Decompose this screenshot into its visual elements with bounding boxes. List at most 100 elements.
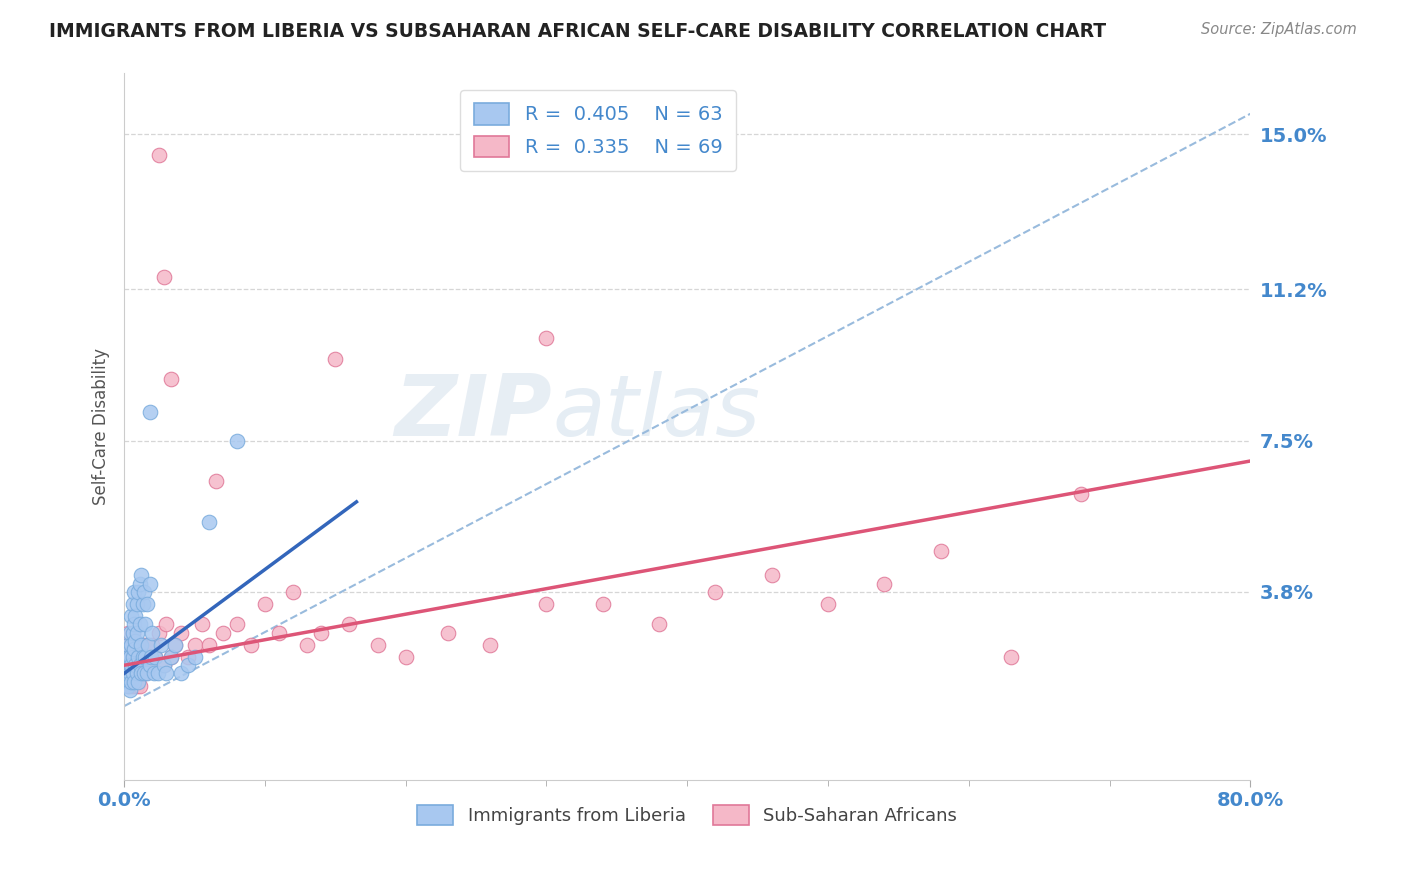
Point [395,650,418,665]
Point [139,650,162,665]
Point [120,658,142,673]
Point [295,638,318,652]
Point [128,679,150,693]
Point [117,625,139,640]
Point [155,666,177,681]
Point [761,568,783,582]
Point [129,638,152,652]
Point [128,658,150,673]
Point [122,641,145,656]
Point [190,617,212,632]
Point [135,666,157,681]
Point [129,568,152,582]
Point [117,638,139,652]
Point [122,617,145,632]
Point [118,666,141,681]
Point [146,666,169,681]
Point [159,650,181,665]
Point [138,405,160,419]
Point [134,666,156,681]
Point [131,650,153,665]
Point [120,638,142,652]
Point [155,617,177,632]
Point [873,576,896,591]
Point [115,674,138,689]
Point [152,658,174,673]
Point [225,617,247,632]
Point [176,658,198,673]
Point [136,638,159,652]
Point [122,679,145,693]
Point [536,597,558,611]
Point [138,576,160,591]
Point [121,597,143,611]
Point [121,650,143,665]
Point [121,650,143,665]
Point [122,638,145,652]
Point [437,625,460,640]
Point [136,638,159,652]
Point [152,270,174,285]
Point [169,625,191,640]
Point [138,658,160,673]
Point [120,638,142,652]
Point [125,597,148,611]
Point [114,666,136,681]
Y-axis label: Self-Care Disability: Self-Care Disability [93,348,110,505]
Point [124,666,146,681]
Point [125,666,148,681]
Point [131,597,153,611]
Point [124,650,146,665]
Point [339,617,361,632]
Legend: Immigrants from Liberia, Sub-Saharan Africans: Immigrants from Liberia, Sub-Saharan Afr… [408,797,966,834]
Point [163,638,186,652]
Point [143,650,166,665]
Point [152,658,174,673]
Point [159,372,181,386]
Point [117,679,139,693]
Point [183,638,205,652]
Point [267,625,290,640]
Point [120,679,142,693]
Point [135,597,157,611]
Point [124,633,146,648]
Point [163,638,186,652]
Point [648,617,671,632]
Point [1070,486,1092,500]
Point [367,638,389,652]
Point [118,650,141,665]
Point [211,625,233,640]
Point [142,666,165,681]
Point [127,666,149,681]
Point [118,666,141,681]
Point [120,609,142,624]
Point [114,650,136,665]
Point [138,658,160,673]
Point [121,666,143,681]
Point [124,658,146,673]
Point [183,650,205,665]
Point [128,576,150,591]
Point [117,679,139,693]
Point [704,584,727,599]
Point [127,674,149,689]
Point [129,666,152,681]
Point [134,650,156,665]
Point [1000,650,1022,665]
Point [115,650,138,665]
Point [592,597,614,611]
Point [127,584,149,599]
Point [120,658,142,673]
Point [159,650,181,665]
Point [117,658,139,673]
Point [121,625,143,640]
Text: Source: ZipAtlas.com: Source: ZipAtlas.com [1201,22,1357,37]
Point [132,638,155,652]
Point [122,674,145,689]
Point [118,650,141,665]
Point [149,638,172,652]
Point [141,638,163,652]
Point [204,475,226,489]
Point [132,666,155,681]
Point [325,351,347,366]
